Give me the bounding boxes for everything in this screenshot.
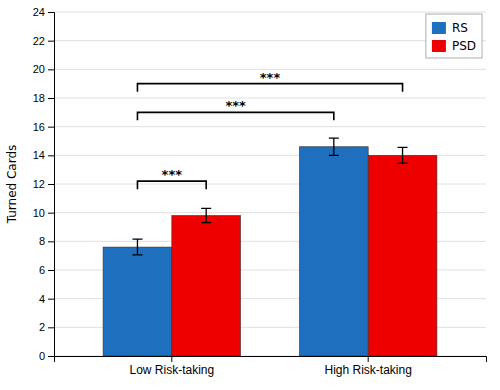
error-bar <box>398 147 408 163</box>
error-bar <box>132 239 142 255</box>
tick-mark <box>48 155 54 156</box>
significance-bracket <box>137 84 402 92</box>
error-bar <box>329 138 339 155</box>
legend-swatch <box>432 40 446 52</box>
grid-line <box>54 98 486 99</box>
tick-label: 16 <box>33 121 45 133</box>
tick: 6 <box>39 264 54 276</box>
tick-mark <box>48 184 54 185</box>
bar <box>299 147 368 356</box>
tick: 8 <box>39 235 54 247</box>
x-axis: Low Risk-taking High Risk-taking <box>55 356 487 377</box>
tick: 16 <box>33 121 54 133</box>
tick-mark <box>171 356 172 362</box>
tick-mark <box>48 270 54 271</box>
tick: 2 <box>39 321 54 333</box>
annotation: *** <box>225 98 246 113</box>
significance-bracket <box>137 112 333 120</box>
tick-label: 0 <box>39 350 45 362</box>
tick: 4 <box>39 293 54 305</box>
tick-mark <box>48 69 54 70</box>
tick-label: 18 <box>33 92 45 104</box>
tick: 20 <box>33 63 54 75</box>
tick-mark <box>48 356 54 357</box>
annotation: *** <box>162 167 183 182</box>
grid <box>54 12 486 356</box>
annotation: *** <box>260 70 281 85</box>
tick-mark <box>48 127 54 128</box>
legend-swatch <box>432 22 446 34</box>
tick-mark <box>48 241 54 242</box>
y-axis: 024681012141618202224 <box>33 6 55 362</box>
legend-label: RS <box>452 21 468 35</box>
tick-label: Low Risk-taking <box>129 363 214 377</box>
tick: 0 <box>39 350 54 362</box>
tick: 10 <box>33 207 54 219</box>
bar <box>368 155 437 356</box>
tick-mark <box>48 41 54 42</box>
tick: 24 <box>33 6 54 18</box>
tick: 18 <box>33 92 54 104</box>
tick-label: 8 <box>39 235 45 247</box>
tick-label: 12 <box>33 178 45 190</box>
tick-label: 20 <box>33 63 45 75</box>
tick: 14 <box>33 149 54 161</box>
legend-box <box>426 14 482 58</box>
tick: Low Risk-taking <box>129 356 214 377</box>
grid-line <box>54 12 486 13</box>
bar <box>172 216 241 356</box>
tick-label: 10 <box>33 207 45 219</box>
tick-label: 24 <box>33 6 45 18</box>
tick-mark <box>48 98 54 99</box>
legend-label: PSD <box>452 39 476 53</box>
grid-line <box>54 126 486 127</box>
axis-line <box>48 13 55 357</box>
tick-label: 6 <box>39 264 45 276</box>
grid-line <box>54 40 486 41</box>
tick-label: 22 <box>33 35 45 47</box>
tick-label: 4 <box>39 293 45 305</box>
tick-mark <box>48 213 54 214</box>
plot: 024681012141618202224Low Risk-takingHigh… <box>33 6 487 377</box>
tick-label: 2 <box>39 321 45 333</box>
tick: 12 <box>33 178 54 190</box>
tick-label: High Risk-taking <box>324 363 411 377</box>
tick: 22 <box>33 35 54 47</box>
tick-mark <box>48 299 54 300</box>
bar <box>103 247 172 356</box>
annotations: *** *** *** <box>137 70 402 189</box>
tick: High Risk-taking <box>324 356 411 377</box>
y-axis-title: Turned Cards <box>5 145 19 225</box>
significance-bracket <box>137 181 206 189</box>
bars <box>103 138 437 356</box>
error-bar <box>201 208 211 222</box>
tick-label: 14 <box>33 149 45 161</box>
tick-mark <box>48 327 54 328</box>
legend: RS PSD <box>426 14 482 58</box>
tick-mark <box>48 12 54 13</box>
chart: 024681012141618202224Low Risk-takingHigh… <box>0 0 500 390</box>
axis-line <box>55 357 487 363</box>
tick-mark <box>368 356 369 362</box>
